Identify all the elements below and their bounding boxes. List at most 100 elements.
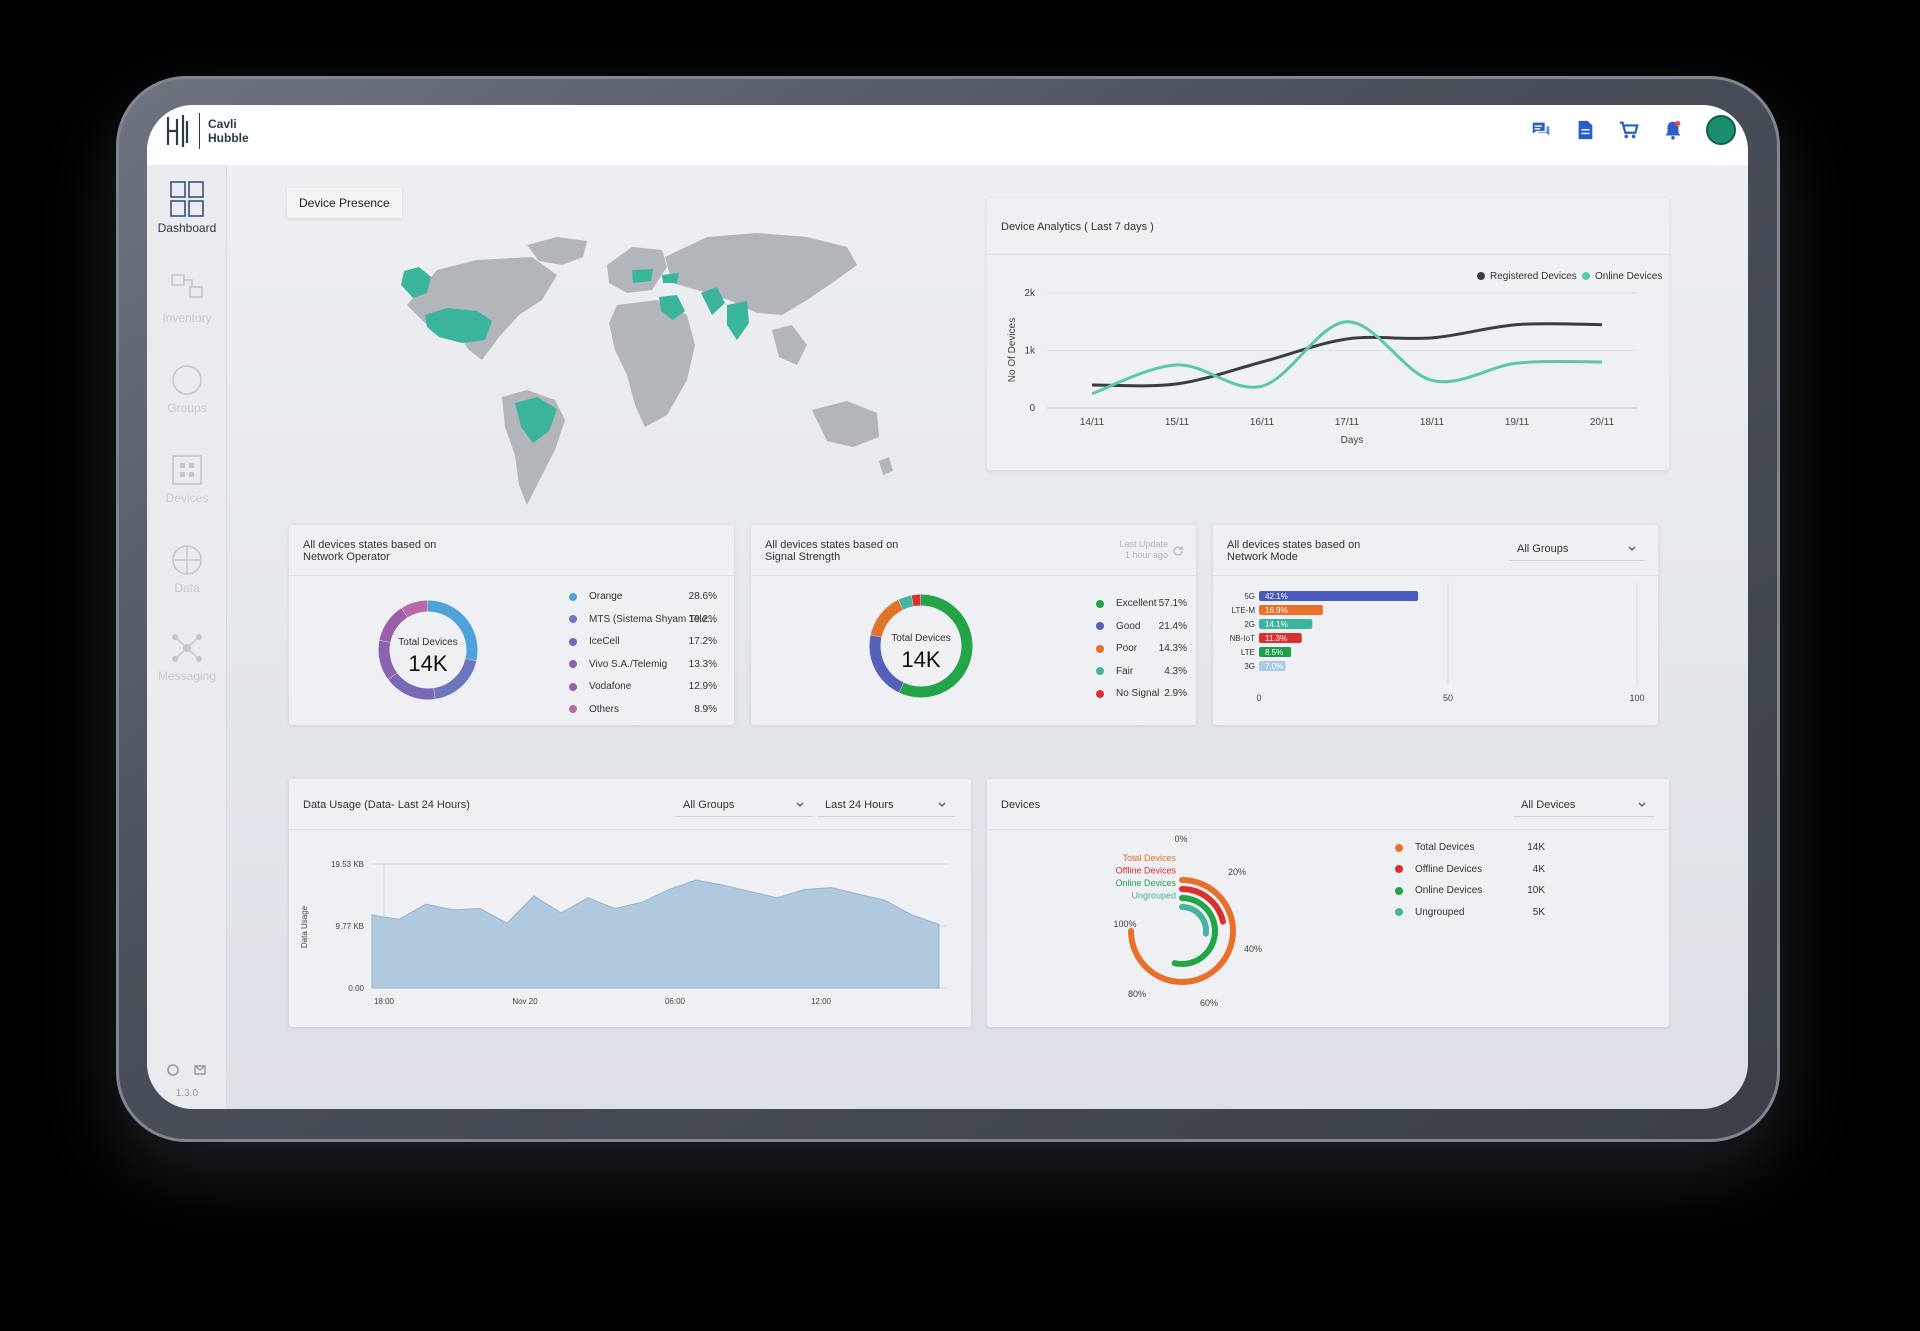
data-usage-area-chart[interactable]: 0.00 9.77 KB 19.53 KB Data Usage 18:00 Nov 20…	[289, 827, 971, 1027]
legend-item[interactable]: Total Devices	[1395, 842, 1474, 853]
radial-tick-label: 80%	[1128, 989, 1146, 999]
bar-data-label: 16.9%	[1265, 606, 1288, 615]
network-mode-group-dropdown[interactable]: All Groups	[1509, 537, 1645, 561]
groups-icon	[172, 365, 202, 395]
legend-item[interactable]: Vodafone	[569, 681, 631, 692]
sidebar-label-messaging: Messaging	[157, 669, 217, 683]
data-icon	[172, 545, 202, 575]
legend-value: 2.9%	[1164, 688, 1187, 699]
x-tick-label: 0	[1256, 693, 1261, 703]
category-label: LTE	[1241, 648, 1255, 657]
bar-data-label: 7.0%	[1265, 662, 1283, 671]
chat-icon[interactable]	[1530, 119, 1552, 141]
legend-item[interactable]: Poor	[1096, 643, 1137, 654]
legend-label: No Signal	[1116, 688, 1160, 699]
category-label: 5G	[1244, 592, 1255, 601]
bar-data-label: 42.1%	[1265, 592, 1288, 601]
sidebar-item-dashboard[interactable]: Dashboard	[147, 181, 227, 235]
radial-bar-label: Ungrouped	[1131, 891, 1176, 901]
sidebar-item-groups[interactable]: Groups	[147, 363, 227, 415]
network-operator-title-line-2: Network Operator	[303, 551, 390, 563]
category-label: LTE-M	[1232, 606, 1256, 615]
legend-item[interactable]: IceCell	[569, 636, 620, 647]
legend-item[interactable]: Online Devices	[1395, 885, 1482, 896]
donut-slice-2	[388, 672, 435, 700]
radial-bar-1	[1179, 886, 1226, 925]
logo-divider	[199, 113, 200, 149]
bar-5g	[1259, 591, 1419, 601]
legend-marker	[1096, 622, 1104, 630]
last-update-time: 1 hour ago	[1124, 550, 1168, 560]
sidebar-item-inventory[interactable]: Inventory	[147, 273, 227, 325]
radial-bar-label: Total Devices	[1122, 853, 1176, 863]
legend-label: MTS (Sistema Shyam Tele...	[589, 613, 716, 625]
radial-bar-2	[1171, 895, 1218, 967]
legend-value: 5K	[1532, 906, 1545, 918]
document-icon[interactable]	[1574, 119, 1596, 141]
x-tick-label: 50	[1443, 693, 1453, 703]
mail-icon[interactable]	[194, 1065, 206, 1075]
legend-label: Excellent	[1116, 598, 1157, 609]
y-tick-label: 19.53 KB	[331, 860, 364, 869]
legend-value: 12.9%	[688, 681, 717, 692]
network-operator-card: All devices states based on Network Oper…	[289, 525, 734, 725]
legend-item[interactable]: MTS (Sistema Shyam Tele...	[569, 614, 716, 625]
series-line-1	[1091, 320, 1603, 396]
github-icon[interactable]	[167, 1064, 179, 1076]
legend-item[interactable]: Ungrouped	[1395, 907, 1464, 918]
legend-item[interactable]: Good	[1096, 621, 1140, 632]
legend-item[interactable]: Excellent	[1096, 598, 1157, 609]
legend-value: 4.3%	[1164, 665, 1187, 677]
user-avatar[interactable]	[1706, 115, 1736, 145]
legend-marker	[1582, 272, 1590, 280]
data-usage-range-dropdown[interactable]: Last 24 Hours	[817, 793, 955, 817]
sidebar-item-data[interactable]: Data	[147, 543, 227, 595]
network-mode-bar-chart[interactable]: 0 50 100 5G 42.1% LTE-M 16.9% 2G 14.1% NB-IoT 11.3…	[1213, 575, 1658, 725]
network-operator-donut[interactable]	[373, 595, 483, 705]
devices-radial-chart[interactable]: Total Devices Offline Devices Online Devic…	[1077, 827, 1377, 1027]
chevron-down-icon	[796, 802, 804, 807]
y-tick-label: 9.77 KB	[336, 922, 364, 931]
legend-marker	[569, 660, 577, 668]
dashboard-icon	[170, 181, 204, 217]
legend-item[interactable]: Others	[569, 704, 619, 715]
legend-item[interactable]: Orange	[569, 591, 622, 602]
network-mode-title-line-1: All devices states based on	[1227, 539, 1361, 551]
top-actions	[1530, 115, 1736, 145]
device-analytics-chart[interactable]: 0 1k 2k 14/11 15/11 16/11 17/11 18/11 19/11 20/11…	[987, 198, 1669, 470]
radial-tick-label: 20%	[1228, 867, 1246, 877]
notification-bell-icon[interactable]	[1662, 119, 1684, 141]
legend-marker	[1477, 272, 1485, 280]
signal-strength-donut[interactable]	[865, 590, 977, 702]
cart-icon[interactable]	[1618, 119, 1640, 141]
legend-item[interactable]: Vivo S.A./Telemig	[569, 659, 667, 670]
legend-value: 21.4%	[1158, 620, 1187, 632]
sidebar-label-inventory: Inventory	[162, 311, 212, 325]
sidebar-item-messaging[interactable]: Messaging	[147, 631, 227, 683]
card-divider	[1213, 575, 1658, 576]
legend-value: 8.9%	[694, 703, 717, 715]
legend-label: Offline Devices	[1415, 863, 1483, 875]
x-tick-label: 19/11	[1505, 417, 1530, 428]
data-usage-group-dropdown[interactable]: All Groups	[675, 793, 813, 817]
devices-filter-dropdown[interactable]: All Devices	[1513, 793, 1655, 817]
legend-value: 19.2%	[688, 613, 717, 625]
legend-item[interactable]: No Signal	[1096, 688, 1159, 699]
legend-label: Fair	[1116, 665, 1134, 677]
series-line-0	[1091, 322, 1603, 388]
legend-marker	[1096, 599, 1104, 608]
brand-logo[interactable]: Cavli Hubble	[165, 113, 249, 149]
y-tick-label: 0.00	[348, 984, 364, 993]
legend-label: Others	[589, 703, 620, 715]
messaging-icon	[172, 634, 202, 662]
legend-item[interactable]: Fair	[1096, 666, 1133, 677]
x-tick-label: 100	[1629, 693, 1644, 703]
sidebar-item-devices[interactable]: Devices	[147, 453, 227, 505]
radial-bar-0	[1128, 877, 1236, 985]
legend-label: Online Devices	[1595, 271, 1662, 282]
world-map[interactable]	[287, 165, 967, 505]
refresh-icon[interactable]	[1172, 545, 1184, 557]
legend-item[interactable]: Offline Devices	[1395, 864, 1482, 875]
signal-strength-center-label: Total Devices	[891, 633, 951, 644]
top-bar: Cavli Hubble	[147, 105, 1748, 165]
